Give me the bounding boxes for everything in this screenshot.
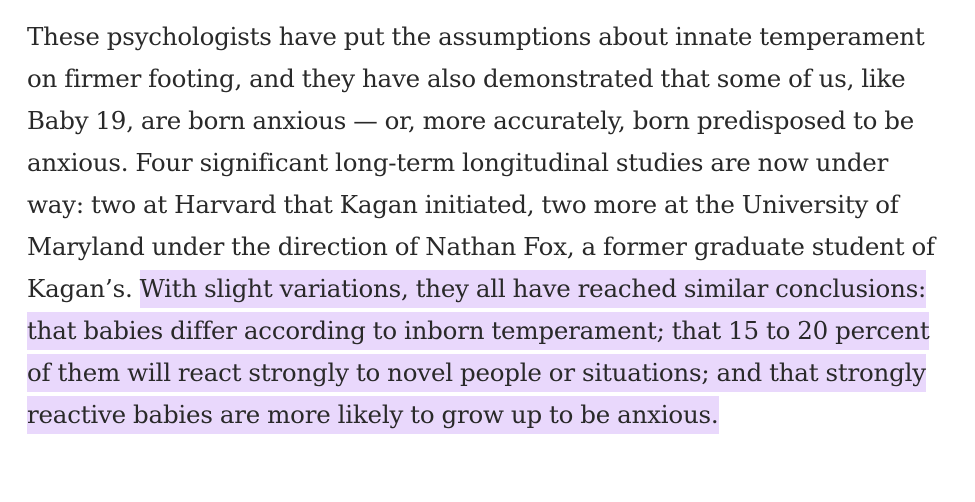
highlighted-passage[interactable]: With slight variations, they all have re… [27,270,930,434]
paragraph-text: These psychologists have put the assumpt… [27,22,935,303]
article-paragraph: These psychologists have put the assumpt… [27,16,952,436]
